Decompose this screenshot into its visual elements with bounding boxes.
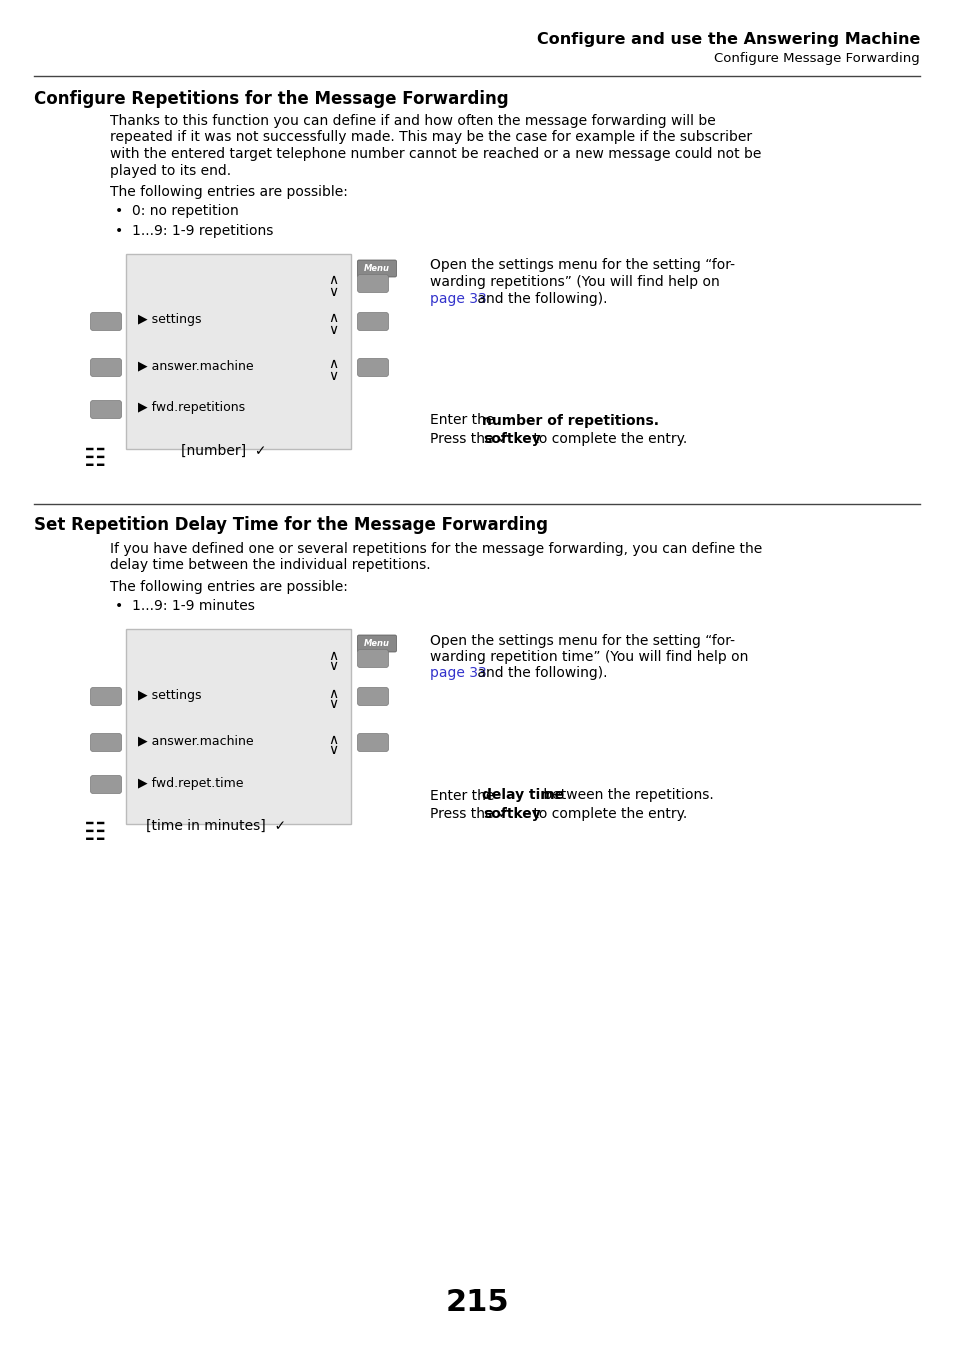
Text: page 33: page 33 (430, 667, 486, 680)
FancyBboxPatch shape (357, 635, 396, 652)
Text: Configure and use the Answering Machine: Configure and use the Answering Machine (536, 32, 919, 47)
Text: •  1...9: 1-9 minutes: • 1...9: 1-9 minutes (115, 599, 254, 612)
Text: to complete the entry.: to complete the entry. (529, 807, 686, 821)
FancyBboxPatch shape (91, 688, 121, 706)
Text: Thanks to this function you can define if and how often the message forwarding w: Thanks to this function you can define i… (110, 114, 715, 128)
Text: delay time between the individual repetitions.: delay time between the individual repeti… (110, 558, 430, 572)
Text: ∨: ∨ (328, 698, 337, 711)
Text: 215: 215 (445, 1288, 508, 1317)
Text: and the following).: and the following). (473, 667, 607, 680)
FancyBboxPatch shape (91, 358, 121, 376)
Text: Enter the: Enter the (430, 414, 498, 427)
Text: ▶ answer.machine: ▶ answer.machine (138, 360, 253, 373)
Text: Menu: Menu (364, 264, 390, 273)
Text: and the following).: and the following). (473, 292, 607, 306)
Text: ☷: ☷ (84, 822, 107, 845)
FancyBboxPatch shape (357, 274, 388, 292)
Text: •  0: no repetition: • 0: no repetition (115, 204, 238, 219)
FancyBboxPatch shape (91, 312, 121, 330)
FancyBboxPatch shape (357, 649, 388, 668)
Text: ☷: ☷ (84, 446, 107, 470)
Text: ∧: ∧ (328, 273, 337, 288)
Text: Menu: Menu (364, 639, 390, 648)
FancyBboxPatch shape (357, 260, 396, 277)
FancyBboxPatch shape (126, 629, 351, 823)
Text: warding repetition time” (You will find help on: warding repetition time” (You will find … (430, 650, 747, 664)
Text: Set Repetition Delay Time for the Message Forwarding: Set Repetition Delay Time for the Messag… (34, 515, 547, 534)
Text: [time in minutes]  ✓: [time in minutes] ✓ (146, 818, 286, 833)
Text: Press the ✓: Press the ✓ (430, 807, 514, 821)
Text: ∨: ∨ (328, 369, 337, 383)
Text: Configure Repetitions for the Message Forwarding: Configure Repetitions for the Message Fo… (34, 91, 508, 108)
Text: with the entered target telephone number cannot be reached or a new message coul: with the entered target telephone number… (110, 147, 760, 161)
Text: repeated if it was not successfully made. This may be the case for example if th: repeated if it was not successfully made… (110, 131, 751, 145)
Text: played to its end.: played to its end. (110, 164, 231, 177)
FancyBboxPatch shape (357, 312, 388, 330)
FancyBboxPatch shape (91, 776, 121, 794)
Text: softkey: softkey (482, 433, 540, 446)
Text: Open the settings menu for the setting “for-: Open the settings menu for the setting “… (430, 258, 734, 273)
Text: ∨: ∨ (328, 744, 337, 757)
FancyBboxPatch shape (357, 734, 388, 752)
Text: ▶ fwd.repetitions: ▶ fwd.repetitions (138, 402, 245, 415)
FancyBboxPatch shape (357, 688, 388, 706)
Text: Press the ✓: Press the ✓ (430, 433, 514, 446)
FancyBboxPatch shape (91, 400, 121, 419)
FancyBboxPatch shape (91, 734, 121, 752)
Text: ∨: ∨ (328, 660, 337, 673)
Text: Enter the: Enter the (430, 788, 498, 803)
Text: ▶ fwd.repet.time: ▶ fwd.repet.time (138, 776, 243, 790)
Text: delay time: delay time (481, 788, 563, 803)
FancyBboxPatch shape (126, 254, 351, 449)
Text: between the repetitions.: between the repetitions. (538, 788, 713, 803)
FancyBboxPatch shape (357, 358, 388, 376)
Text: ∨: ∨ (328, 284, 337, 299)
Text: The following entries are possible:: The following entries are possible: (110, 185, 348, 199)
Text: ∧: ∧ (328, 649, 337, 662)
Text: If you have defined one or several repetitions for the message forwarding, you c: If you have defined one or several repet… (110, 542, 761, 556)
Text: ∨: ∨ (328, 323, 337, 337)
Text: Open the settings menu for the setting “for-: Open the settings menu for the setting “… (430, 634, 734, 648)
Text: warding repetitions” (You will find help on: warding repetitions” (You will find help… (430, 274, 719, 289)
Text: Configure Message Forwarding: Configure Message Forwarding (714, 51, 919, 65)
Text: ▶ settings: ▶ settings (138, 314, 201, 326)
Text: ▶ settings: ▶ settings (138, 688, 201, 702)
Text: •  1...9: 1-9 repetitions: • 1...9: 1-9 repetitions (115, 224, 274, 238)
Text: to complete the entry.: to complete the entry. (529, 433, 686, 446)
Text: page 33: page 33 (430, 292, 486, 306)
Text: softkey: softkey (482, 807, 540, 821)
Text: [number]  ✓: [number] ✓ (181, 443, 266, 457)
Text: ∧: ∧ (328, 311, 337, 326)
Text: ∧: ∧ (328, 733, 337, 746)
Text: number of repetitions.: number of repetitions. (481, 414, 659, 427)
Text: ∧: ∧ (328, 357, 337, 372)
Text: ∧: ∧ (328, 687, 337, 700)
Text: The following entries are possible:: The following entries are possible: (110, 580, 348, 594)
Text: ▶ answer.machine: ▶ answer.machine (138, 734, 253, 748)
